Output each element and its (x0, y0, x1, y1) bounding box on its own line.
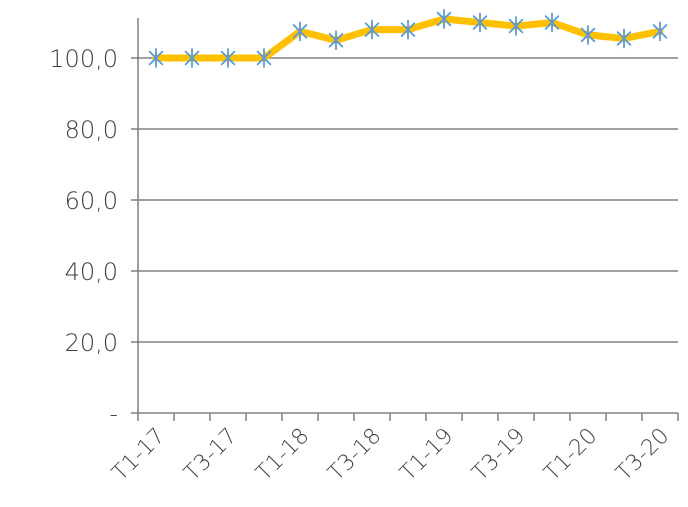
data-point-marker (580, 25, 596, 45)
x-tick-label: T1-19 (396, 424, 458, 486)
data-point-marker (184, 48, 200, 68)
x-tick-label: T3-18 (324, 424, 386, 486)
x-tick-label: T1-18 (252, 424, 314, 486)
data-point-marker (292, 21, 308, 42)
y-tick-label: 20,0 (65, 329, 118, 357)
data-point-marker (544, 12, 560, 33)
x-tick-label: T3-17 (180, 424, 242, 486)
y-tick-labels: - 20,0 40,0 60,0 80,0 100,0 (49, 45, 118, 428)
data-point-marker (436, 9, 452, 29)
data-point-marker (400, 19, 416, 40)
data-point-marker (148, 48, 164, 68)
data-point-marker (220, 48, 236, 68)
data-point-marker (652, 21, 668, 42)
data-point-marker (364, 19, 380, 40)
x-tick-label: T1-17 (108, 424, 170, 486)
y-tick-label: - (109, 400, 118, 428)
x-tick-labels: T1-17 T3-17 T1-18 T3-18 T1-19 T3-19 T1-20 T3-20 (108, 424, 674, 486)
data-point-marker (508, 16, 524, 36)
y-tick-label: 40,0 (65, 258, 118, 286)
y-tick-label: 60,0 (65, 187, 118, 215)
y-tick-label: 80,0 (65, 116, 118, 144)
data-point-marker (328, 30, 344, 51)
gridlines (138, 57, 678, 343)
x-tick-label: T3-19 (468, 424, 530, 486)
data-point-marker (616, 28, 632, 49)
x-tick-label: T1-20 (540, 424, 602, 486)
y-tick-label: 100,0 (49, 45, 118, 73)
series-layer (148, 9, 668, 68)
data-point-marker (472, 12, 488, 33)
x-tick-label: T3-20 (612, 424, 674, 486)
data-point-marker (256, 48, 272, 68)
axes (131, 18, 679, 421)
